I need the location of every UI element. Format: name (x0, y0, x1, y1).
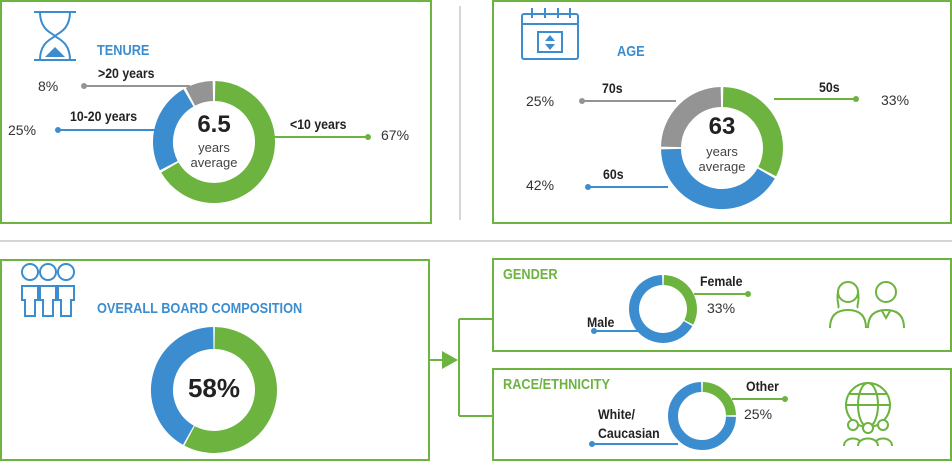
tenure-donut-slice-10-20-years (153, 89, 194, 171)
age-title: AGE (617, 43, 645, 60)
hourglass-icon (34, 11, 76, 61)
pct-other: 25% (744, 406, 773, 422)
pct-60s: 42% (526, 177, 555, 193)
age-center-value: 63 (708, 113, 736, 140)
label-male: Male (587, 314, 615, 330)
age-donut-slice-50s (722, 87, 783, 177)
leader-dot-other (782, 396, 788, 402)
pct-over20: 8% (38, 78, 59, 94)
label-60s: 60s (603, 166, 624, 182)
man-woman-icon (829, 281, 905, 329)
overall-panel (0, 259, 430, 461)
calendar-icon (521, 8, 579, 60)
pct-70s: 25% (526, 93, 555, 109)
leader-dot-over20 (81, 83, 87, 89)
age-donut-slice-60s (661, 148, 775, 209)
vertical-divider (459, 6, 461, 220)
gender-donut-slice-female (663, 275, 697, 325)
label-other: Other (746, 378, 779, 394)
pct-female: 33% (707, 300, 736, 316)
tenure-donut-slice-10-years (161, 81, 275, 203)
leader-dot-10to20 (55, 127, 61, 133)
race-title: RACE/ETHNICITY (503, 376, 610, 393)
label-70s: 70s (602, 80, 623, 96)
tenure-center-value: 6.5 (197, 111, 231, 138)
age-center-text-2: average (698, 159, 746, 174)
overall-center-value: 58% (187, 373, 241, 403)
leader-dot-male (591, 328, 597, 334)
connector-arrow (430, 318, 492, 417)
leader-dot-white (589, 441, 595, 447)
leader-dot-70s (579, 98, 585, 104)
label-50s: 50s (819, 79, 840, 95)
label-10to20: 10-20 years (70, 108, 138, 124)
label-female: Female (700, 273, 743, 289)
tenure-title: TENURE (97, 42, 150, 59)
race-donut-slice-other (702, 382, 736, 416)
people-group-icon (21, 263, 75, 317)
leader-dot-female (745, 291, 751, 297)
leader-dot-under10 (365, 134, 371, 140)
horizontal-divider (0, 240, 952, 242)
tenure-center-text-2: average (190, 155, 238, 170)
globe-people-icon (843, 382, 893, 447)
gender-title: GENDER (503, 266, 558, 283)
age-donut-slice-70s (661, 87, 722, 148)
tenure-center-text-1: years (198, 140, 230, 155)
pct-10to20: 25% (8, 122, 37, 138)
age-panel (492, 0, 952, 224)
label-under10: <10 years (290, 116, 347, 132)
arrow-head (442, 351, 458, 369)
pct-under10: 67% (381, 127, 410, 143)
label-white-caucasian: White/ Caucasian (598, 406, 660, 441)
leader-dot-60s (585, 184, 591, 190)
overall-donut-slice-segment-1 (151, 327, 214, 445)
label-over20: >20 years (98, 65, 155, 81)
pct-50s: 33% (881, 92, 910, 108)
overall-donut-slice-segment-0 (184, 327, 277, 453)
overall-title: OVERALL BOARD COMPOSITION (97, 300, 303, 317)
age-center-text-1: years (706, 144, 738, 159)
leader-dot-50s (853, 96, 859, 102)
gender-panel (492, 258, 952, 352)
race-donut-slice-white-caucasian (668, 382, 736, 450)
gender-donut-slice-male (629, 275, 693, 343)
tenure-donut-slice-20-years (185, 81, 214, 106)
